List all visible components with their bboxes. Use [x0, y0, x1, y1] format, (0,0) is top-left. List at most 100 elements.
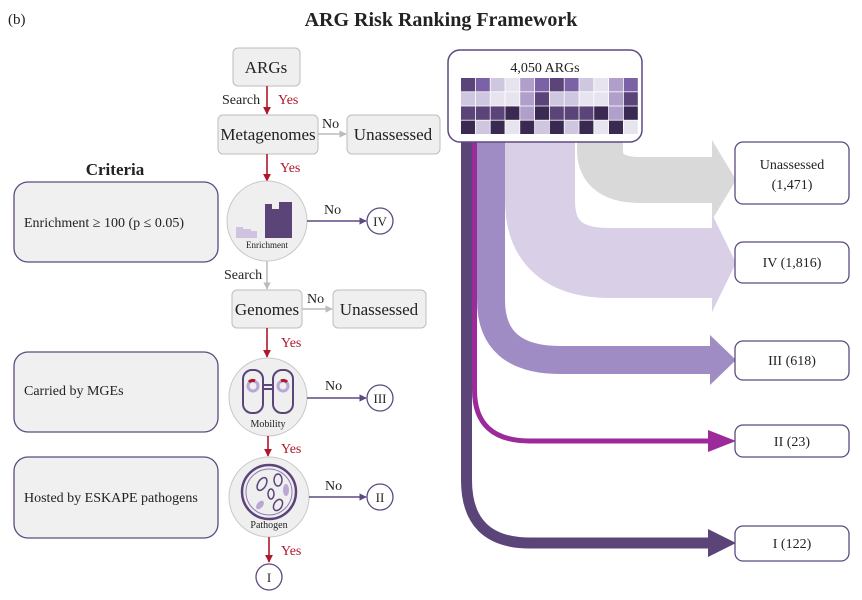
search-label-1: Search: [222, 93, 260, 108]
heatmap-cell: [564, 78, 579, 92]
heatmap-cell: [535, 106, 549, 120]
output-label-iv: IV (1,816): [763, 256, 822, 271]
output-box-i: [734, 525, 850, 562]
no-label-4: No: [325, 379, 342, 394]
heatmap-cell: [535, 78, 549, 92]
heatmap-cell: [594, 92, 609, 106]
heatmap-cell: [520, 78, 535, 92]
yes-label-5: Yes: [281, 544, 301, 559]
genomes-label: Genomes: [235, 300, 299, 319]
yes-label-2: Yes: [280, 161, 300, 176]
heatmap-cell: [490, 120, 505, 134]
yes-label-4: Yes: [281, 442, 301, 457]
heatmap-cell: [505, 120, 520, 134]
heatmap-cell: [461, 120, 475, 134]
flow-i-arrowhead: [708, 529, 736, 557]
criteria-box-pathogen: [13, 456, 219, 539]
heatmap-cell: [564, 92, 579, 106]
heatmap-cell: [549, 120, 564, 134]
output-label-i: I (122): [773, 537, 812, 552]
heatmap-cell: [623, 106, 638, 120]
heatmap-cell: [564, 120, 579, 134]
no-label-3: No: [307, 292, 324, 307]
yes-label-1: Yes: [278, 93, 298, 108]
heatmap-cell: [594, 78, 609, 92]
flow-ii: [472, 142, 712, 444]
yes-label-3: Yes: [281, 336, 301, 351]
heatmap-cell: [461, 92, 475, 106]
heatmap-cell: [594, 120, 609, 134]
plasmid-transfer-icon: [242, 369, 294, 414]
tier-ii-node: [366, 483, 394, 511]
output-label-ii: II (23): [774, 435, 810, 450]
flowchart: ARGs Search Yes Metagenomes No Unassesse…: [217, 47, 441, 591]
heatmap-cell: [461, 78, 475, 92]
heatmap-cell: [475, 78, 490, 92]
tier-i-label: I: [267, 570, 271, 585]
heatmap-cell: [579, 92, 594, 106]
criteria-box-mobility: [13, 351, 219, 433]
unassessed-box-1: [346, 114, 441, 155]
output-label-iii: III (618): [768, 354, 816, 369]
flow-iv: [505, 142, 716, 298]
heatmap-cell: [520, 120, 535, 134]
criteria-mobility: Carried by MGEs: [24, 384, 124, 399]
tier-iii-node: [366, 384, 394, 412]
output-box-ii: [734, 424, 850, 458]
mobility-label: Mobility: [250, 419, 285, 430]
heatmap-cell: [623, 78, 638, 92]
heatmap-cell: [505, 78, 520, 92]
pathogen-label: Pathogen: [250, 520, 287, 531]
heatmap-cell: [520, 92, 535, 106]
panel-label: (b): [8, 12, 26, 28]
heatmap-cell: [564, 106, 579, 120]
unassessed-box-2: [332, 289, 427, 329]
heatmap-cell: [579, 120, 594, 134]
args-label: ARGs: [245, 58, 288, 77]
heatmap-cell: [461, 106, 475, 120]
criteria-enrichment: Enrichment ≥ 100 (p ≤ 0.05): [24, 216, 184, 231]
heatmap-cell: [490, 106, 505, 120]
title: ARG Risk Ranking Framework: [305, 9, 579, 31]
output-boxes: Unassessed (1,471) IV (1,816) III (618) …: [734, 141, 850, 562]
tier-iii-label: III: [374, 391, 387, 406]
heatmap-cell: [609, 78, 623, 92]
heatmap-cell: [549, 106, 564, 120]
search-label-2: Search: [224, 268, 262, 283]
heatmap-cell: [535, 92, 549, 106]
heatmap-cell: [623, 92, 638, 106]
tier-ii-label: II: [376, 490, 385, 505]
heatmap-cell: [475, 92, 490, 106]
heatmap-cell: [579, 106, 594, 120]
heatmap-cell: [535, 120, 549, 134]
heatmap-cell: [549, 78, 564, 92]
no-label-1: No: [322, 117, 339, 132]
flow-iii-arrowhead: [710, 335, 736, 385]
flow-iv-arrowhead: [712, 214, 736, 312]
output-count-unassessed: (1,471): [772, 178, 813, 193]
output-label-unassessed: Unassessed: [760, 158, 825, 173]
tier-i-node: [255, 563, 283, 591]
enrichment-bars-icon: [236, 202, 292, 238]
criteria-heading: Criteria: [86, 160, 145, 179]
heatmap-cell: [609, 120, 623, 134]
no-label-2: No: [324, 203, 341, 218]
heatmap-cell: [549, 92, 564, 106]
heatmap-cell: [579, 78, 594, 92]
heatmap-cell: [490, 92, 505, 106]
source-heatmap: [461, 78, 638, 134]
heatmap-cell: [475, 120, 490, 134]
petri-dish-pathogen-icon: [240, 463, 298, 521]
heatmap-cell: [505, 92, 520, 106]
metagenomes-label: Metagenomes: [220, 125, 315, 144]
sankey-flows: [461, 140, 736, 557]
flow-unassessed-arrowhead: [712, 140, 736, 220]
heatmap-cell: [520, 106, 535, 120]
heatmap-cell: [505, 106, 520, 120]
unassessed-label-1: Unassessed: [354, 125, 433, 144]
heatmap-cell: [594, 106, 609, 120]
heatmap-cell: [623, 120, 638, 134]
output-box-unassessed: [734, 141, 850, 205]
heatmap-cell: [609, 92, 623, 106]
criteria-box-enrichment: [13, 181, 219, 263]
